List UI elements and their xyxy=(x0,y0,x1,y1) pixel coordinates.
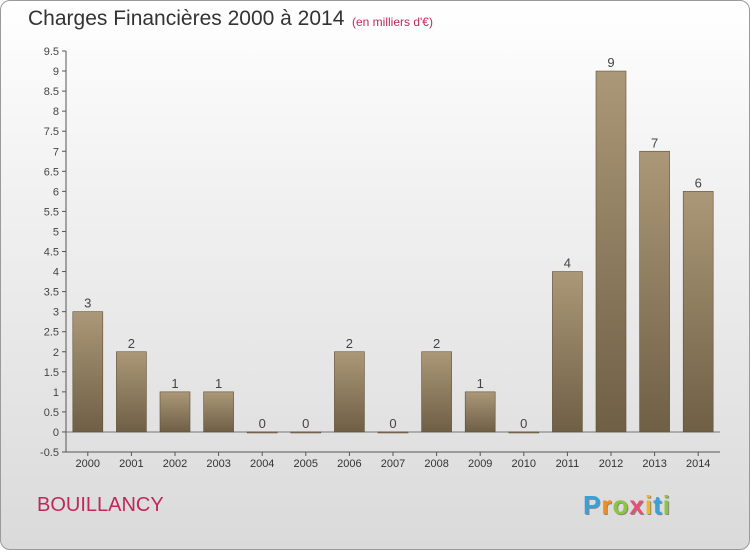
y-tick-label: 0 xyxy=(53,427,59,439)
x-tick-label: 2009 xyxy=(468,458,492,470)
bar xyxy=(508,431,540,434)
y-tick-label: 8.5 xyxy=(44,86,59,98)
bar xyxy=(464,391,496,433)
logo-letter: x xyxy=(629,490,645,520)
y-tick-label: 6 xyxy=(53,186,59,198)
y-tick-label: 8 xyxy=(53,106,59,118)
y-tick-label: 3 xyxy=(53,307,59,319)
logo-letter: t xyxy=(653,490,663,520)
bar xyxy=(246,431,278,434)
bar xyxy=(203,391,234,433)
y-tick-label: -0.5 xyxy=(40,447,59,459)
bar-value-label: 1 xyxy=(477,376,484,391)
x-tick-label: 2011 xyxy=(556,458,580,470)
y-tick-label: 9 xyxy=(53,66,59,78)
x-tick-label: 2010 xyxy=(512,458,536,470)
proxiti-logo: Proxiti xyxy=(583,490,671,521)
bar-value-label: 4 xyxy=(564,256,571,271)
chart-axes: -0.5 0 0.5 1 1.5 2 2.5 3 3.5 4 4.5 5 5.5 6 6.5 7 7.5 8 8.5… xyxy=(40,46,720,470)
bar xyxy=(72,311,104,433)
bar-value-label: 3 xyxy=(84,296,91,311)
x-tick-label: 2005 xyxy=(294,458,318,470)
y-tick-label: 0.5 xyxy=(44,407,59,419)
y-tick-label: 6.5 xyxy=(44,166,59,178)
bar-value-label: 0 xyxy=(520,416,527,431)
bar-group: 3 2 1 1 0 0 2 0 2 1 0 4 9 7 6 xyxy=(72,55,714,434)
bar xyxy=(421,351,452,433)
y-tick-label: 7.5 xyxy=(44,126,59,138)
bar-value-label: 2 xyxy=(128,336,135,351)
chart-subtitle: (en milliers d'€) xyxy=(352,15,433,29)
bar-value-label: 2 xyxy=(433,336,440,351)
logo-letter: i xyxy=(644,490,654,520)
y-tick-label: 5 xyxy=(53,226,59,238)
bar-value-label: 0 xyxy=(259,416,266,431)
bar-value-label: 0 xyxy=(302,416,309,431)
commune-name: BOUILLANCY xyxy=(37,494,164,516)
bar-value-label: 9 xyxy=(607,55,614,70)
x-tick-label: 2004 xyxy=(250,458,274,470)
logo-letter: i xyxy=(662,490,671,520)
y-tick-label: 4.5 xyxy=(44,247,59,259)
bar xyxy=(682,191,714,433)
bar xyxy=(377,431,409,434)
y-tick-label: 1 xyxy=(53,387,59,399)
x-tick-label: 2001 xyxy=(119,458,143,470)
logo-letter: o xyxy=(612,490,630,520)
x-tick-label: 2007 xyxy=(381,458,405,470)
bar-value-label: 0 xyxy=(389,416,396,431)
x-tick-label: 2006 xyxy=(337,458,361,470)
bar xyxy=(334,351,365,433)
y-tick-label: 9.5 xyxy=(44,46,59,58)
bar xyxy=(639,150,670,433)
y-tick-label: 4 xyxy=(53,267,59,279)
y-tick-label: 3.5 xyxy=(44,287,59,299)
bar-value-label: 1 xyxy=(171,376,178,391)
bar-value-label: 6 xyxy=(695,175,702,190)
y-tick-label: 2.5 xyxy=(44,327,59,339)
x-tick-label: 2003 xyxy=(206,458,230,470)
logo-letter: P xyxy=(583,490,602,520)
bar xyxy=(595,70,627,433)
y-tick-label: 5.5 xyxy=(44,206,59,218)
y-tick-label: 1.5 xyxy=(44,367,59,379)
bar xyxy=(552,271,583,433)
bar-value-label: 1 xyxy=(215,376,222,391)
y-tick-label: 2 xyxy=(53,347,59,359)
x-tick-label: 2012 xyxy=(599,458,623,470)
bar-value-label: 2 xyxy=(346,336,353,351)
bar-value-label: 7 xyxy=(651,135,658,150)
bar xyxy=(159,391,191,433)
logo-letter: r xyxy=(601,490,613,520)
x-tick-label: 2013 xyxy=(642,458,666,470)
chart-title: Charges Financières 2000 à 2014 xyxy=(28,7,345,30)
x-tick-label: 2008 xyxy=(424,458,448,470)
bar xyxy=(290,431,322,434)
x-tick-label: 2014 xyxy=(686,458,710,470)
y-tick-label: 7 xyxy=(53,146,59,158)
x-tick-label: 2002 xyxy=(163,458,187,470)
bar xyxy=(116,351,147,433)
x-tick-label: 2000 xyxy=(76,458,100,470)
